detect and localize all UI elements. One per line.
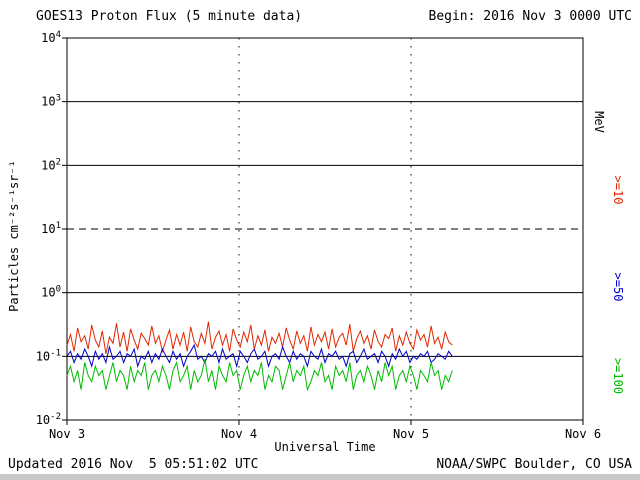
svg-text:Nov 4: Nov 4 <box>221 427 257 441</box>
begin-timestamp: Begin: 2016 Nov 3 0000 UTC <box>428 9 633 24</box>
svg-text:10-1: 10-1 <box>36 348 61 363</box>
svg-text:102: 102 <box>41 157 61 172</box>
svg-text:Nov 6: Nov 6 <box>565 427 601 441</box>
y-axis-label: Particles cm⁻²s⁻¹sr⁻¹ <box>7 160 21 312</box>
svg-text:100: 100 <box>41 285 61 300</box>
legend-ge100-label: >=100 <box>611 357 625 395</box>
mev-unit-label: MeV <box>592 111 606 133</box>
legend-ge10-label: >=10 <box>611 175 625 205</box>
x-axis-label: Universal Time <box>274 440 376 454</box>
chart-title: GOES13 Proton Flux (5 minute data) <box>36 9 303 24</box>
svg-text:101: 101 <box>41 221 61 236</box>
svg-text:Nov 3: Nov 3 <box>49 427 85 441</box>
source-attribution: NOAA/SWPC Boulder, CO USA <box>436 457 632 472</box>
bottom-strip <box>0 474 640 480</box>
svg-text:Nov 5: Nov 5 <box>393 427 429 441</box>
svg-text:104: 104 <box>41 30 61 45</box>
svg-text:10-2: 10-2 <box>36 412 61 427</box>
updated-timestamp: Updated 2016 Nov 5 05:51:02 UTC <box>8 457 259 472</box>
svg-text:103: 103 <box>41 94 61 109</box>
legend-ge50-label: >=50 <box>611 272 625 302</box>
